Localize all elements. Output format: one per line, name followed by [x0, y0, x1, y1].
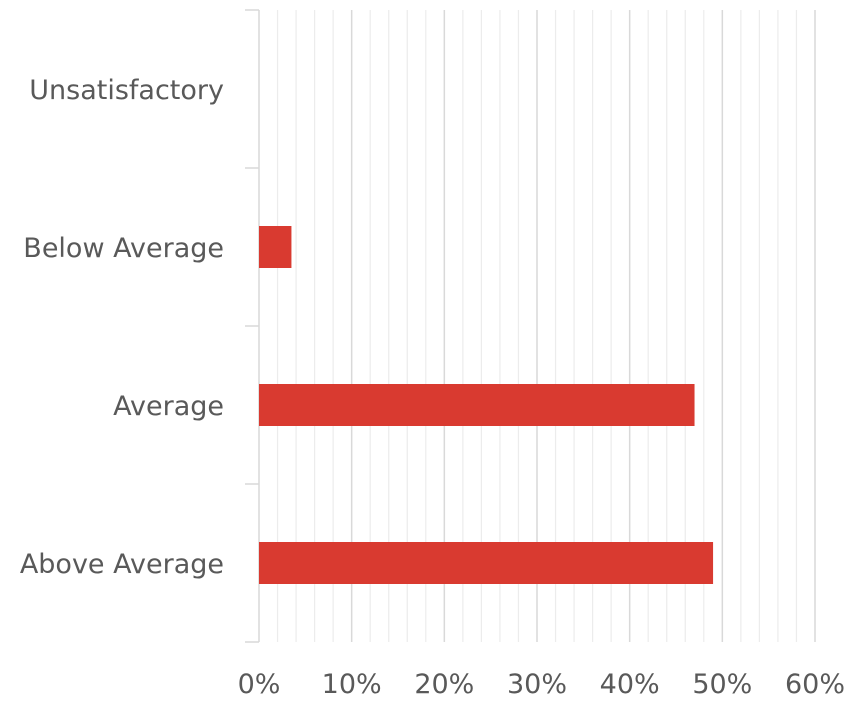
x-tick-label: 60% [785, 669, 845, 700]
x-tick-label: 20% [414, 669, 474, 700]
category-label: Above Average [20, 549, 224, 580]
x-tick-label: 40% [600, 669, 660, 700]
category-label: Unsatisfactory [29, 75, 224, 106]
bar-below-average [259, 226, 292, 268]
bar-average [259, 384, 695, 426]
major-gridlines [350, 10, 816, 642]
x-tick-labels: 0% 10% 20% 30% 40% 50% 60% [238, 669, 845, 700]
x-tick-label: 30% [507, 669, 567, 700]
bar-above-average [259, 542, 714, 584]
category-labels: Unsatisfactory Below Average Average Above … [20, 75, 224, 580]
bars [259, 226, 714, 584]
x-tick-label: 10% [322, 669, 382, 700]
category-label: Below Average [23, 233, 224, 264]
x-tick-label: 0% [238, 669, 281, 700]
category-label: Average [113, 391, 224, 422]
minor-gridlines [276, 10, 798, 642]
category-axis [245, 9, 260, 643]
x-tick-label: 50% [692, 669, 752, 700]
